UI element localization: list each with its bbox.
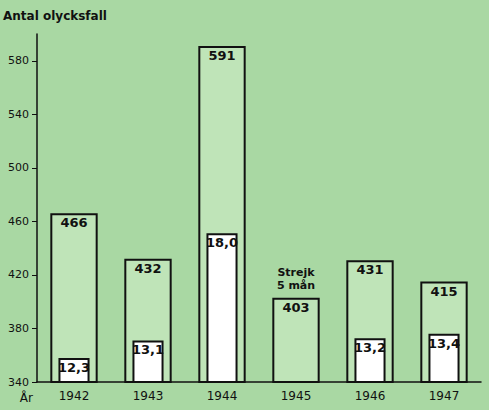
svg-text:431: 431 — [356, 262, 383, 277]
svg-text:5 mån: 5 mån — [277, 279, 315, 292]
svg-text:1946: 1946 — [355, 389, 386, 403]
svg-text:Antal olycksfall: Antal olycksfall — [3, 9, 107, 23]
svg-text:1947: 1947 — [429, 389, 460, 403]
svg-text:18,0: 18,0 — [206, 235, 238, 250]
svg-text:13,1: 13,1 — [132, 342, 164, 357]
svg-text:432: 432 — [134, 261, 161, 276]
svg-text:13,4: 13,4 — [428, 336, 460, 351]
svg-text:340: 340 — [8, 376, 29, 389]
svg-text:13,2: 13,2 — [354, 340, 386, 355]
svg-text:415: 415 — [430, 284, 457, 299]
svg-text:580: 580 — [8, 54, 29, 67]
svg-text:Strejk: Strejk — [277, 266, 315, 279]
svg-text:380: 380 — [8, 322, 29, 335]
svg-text:540: 540 — [8, 108, 29, 121]
svg-text:1943: 1943 — [133, 389, 164, 403]
svg-text:500: 500 — [8, 161, 29, 174]
svg-text:403: 403 — [282, 300, 309, 315]
svg-text:År: År — [20, 390, 33, 405]
svg-text:420: 420 — [8, 268, 29, 281]
svg-text:12,3: 12,3 — [58, 360, 90, 375]
svg-text:1944: 1944 — [207, 389, 238, 403]
svg-text:1942: 1942 — [59, 389, 90, 403]
svg-text:460: 460 — [8, 215, 29, 228]
svg-text:466: 466 — [60, 215, 87, 230]
svg-text:591: 591 — [208, 48, 235, 63]
svg-text:1945: 1945 — [281, 389, 312, 403]
